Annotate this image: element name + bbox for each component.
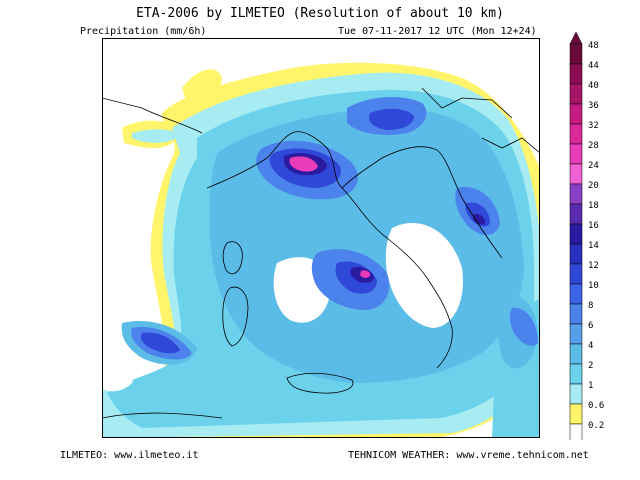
legend-swatch [569, 43, 583, 65]
legend-swatch [569, 183, 583, 205]
precipitation-map [102, 38, 540, 438]
band-24 [289, 156, 371, 278]
legend-label: 0.2 [588, 421, 604, 431]
legend-label: 28 [588, 141, 599, 151]
map-title: ETA-2006 by ILMETEO (Resolution of about… [136, 6, 504, 21]
legend-swatch [569, 143, 583, 165]
legend-label: 14 [588, 241, 599, 251]
dry-areas [102, 222, 463, 392]
legend-label: 2 [588, 361, 593, 371]
legend-swatch [569, 223, 583, 245]
variable-label: Precipitation (mm/6h) [80, 26, 207, 37]
legend-label: 16 [588, 221, 599, 231]
legend-label: 1 [588, 381, 593, 391]
legend-swatch [569, 343, 583, 365]
legend-swatch [569, 163, 583, 185]
legend-label: 8 [588, 301, 593, 311]
legend-swatch [569, 283, 583, 305]
legend-label: 10 [588, 281, 599, 291]
legend-label: 36 [588, 101, 599, 111]
legend-label: 4 [588, 341, 593, 351]
legend-arrow-top [569, 31, 583, 45]
legend-label: 20 [588, 181, 599, 191]
legend-swatch [569, 123, 583, 145]
legend-label: 18 [588, 201, 599, 211]
legend-label: 44 [588, 61, 599, 71]
legend-swatch [569, 403, 583, 425]
footer-left-credit: ILMETEO: www.ilmeteo.it [60, 450, 199, 461]
legend-label: 24 [588, 161, 599, 171]
valid-time-label: Tue 07-11-2017 12 UTC (Mon 12+24) [338, 26, 537, 37]
legend-swatch [569, 263, 583, 285]
legend-swatch [569, 83, 583, 105]
legend-label: 6 [588, 321, 593, 331]
legend-swatch [569, 63, 583, 85]
color-legend: 48 44 40 36 32 28 24 20 18 16 14 12 10 8 6 4 2 1 0.6 0.2 [569, 31, 604, 440]
legend-label: 48 [588, 41, 599, 51]
legend-swatch [569, 323, 583, 345]
legend-label: 32 [588, 121, 599, 131]
legend-swatch [569, 203, 583, 225]
legend-swatch [569, 103, 583, 125]
legend-swatch [569, 363, 583, 385]
legend-label: 12 [588, 261, 599, 271]
legend-swatch [569, 423, 583, 440]
legend-swatch [569, 243, 583, 265]
footer-right-credit: TEHNICOM WEATHER: www.vreme.tehnicom.net [348, 450, 589, 461]
legend-label: 40 [588, 81, 599, 91]
legend-swatch [569, 383, 583, 405]
legend-label: 0.6 [588, 401, 604, 411]
legend-swatch [569, 303, 583, 325]
coastlines [102, 87, 540, 419]
